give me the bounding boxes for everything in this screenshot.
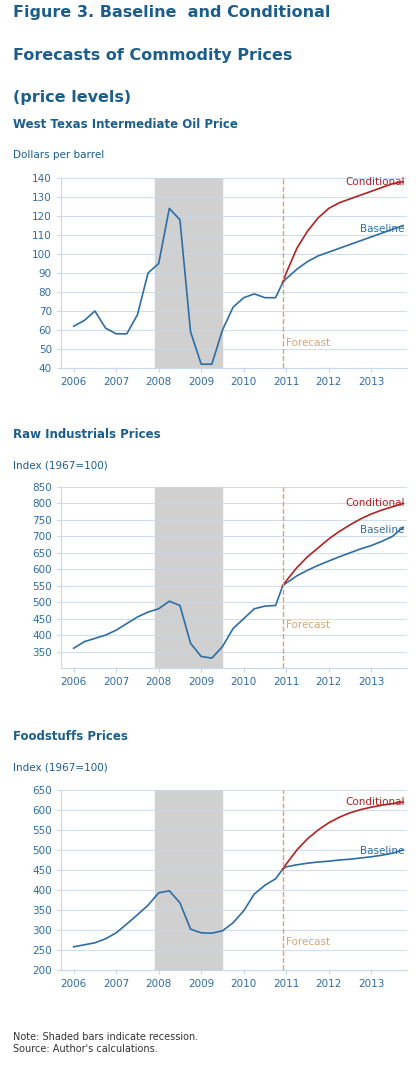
- Text: Baseline: Baseline: [360, 525, 404, 535]
- Text: Forecast: Forecast: [286, 937, 331, 947]
- Text: Figure 3. Baseline  and Conditional: Figure 3. Baseline and Conditional: [13, 5, 330, 21]
- Text: West Texas Intermediate Oil Price: West Texas Intermediate Oil Price: [13, 118, 237, 131]
- Text: Conditional: Conditional: [345, 177, 404, 187]
- Bar: [155, 178, 223, 368]
- Text: Baseline: Baseline: [360, 845, 404, 856]
- Text: Raw Industrials Prices: Raw Industrials Prices: [13, 428, 160, 441]
- Text: Index (1967=100): Index (1967=100): [13, 762, 108, 772]
- Text: Conditional: Conditional: [345, 797, 404, 808]
- Text: Foodstuffs Prices: Foodstuffs Prices: [13, 730, 128, 743]
- Text: Forecasts of Commodity Prices: Forecasts of Commodity Prices: [13, 48, 292, 63]
- Text: Forecast: Forecast: [286, 338, 331, 348]
- Bar: [155, 488, 223, 668]
- Text: Forecast: Forecast: [286, 620, 331, 630]
- Text: Index (1967=100): Index (1967=100): [13, 461, 108, 470]
- Text: Note: Shaded bars indicate recession.
Source: Author's calculations.: Note: Shaded bars indicate recession. So…: [13, 1032, 198, 1054]
- Text: Baseline: Baseline: [360, 224, 404, 235]
- Text: Conditional: Conditional: [345, 498, 404, 508]
- Bar: [155, 790, 223, 970]
- Text: Dollars per barrel: Dollars per barrel: [13, 150, 104, 160]
- Text: (price levels): (price levels): [13, 90, 131, 105]
